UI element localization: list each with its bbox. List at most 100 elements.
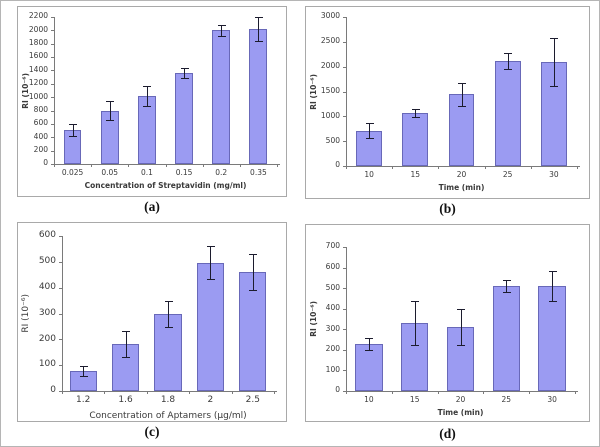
- error-bar-line: [553, 38, 555, 87]
- error-bar-line: [552, 271, 554, 301]
- y-tick-mark: [59, 287, 62, 289]
- panel-c-chart: 0 100 200 300 400 500 600 1.2 1.6 1.8 2 2.5 Concentr…: [17, 222, 287, 422]
- y-tick-mark: [343, 41, 346, 43]
- error-bar-line: [460, 309, 462, 346]
- y-axis-line: [54, 17, 55, 165]
- y-tick-label: 600: [325, 261, 340, 271]
- y-tick-mark: [51, 57, 54, 59]
- bar: [356, 130, 383, 166]
- error-bar-cap-top: [550, 38, 559, 40]
- y-tick-mark: [343, 166, 346, 167]
- x-axis-line: [346, 391, 578, 392]
- x-tick-mark: [391, 391, 393, 394]
- y-tick-mark: [343, 116, 346, 118]
- error-bar-cap-top: [458, 83, 466, 85]
- x-tick-mark: [437, 391, 439, 394]
- x-tick-label: 0.1: [140, 168, 153, 177]
- x-tick-label: 1.6: [118, 395, 133, 405]
- error-bar-cap-bottom: [206, 279, 215, 281]
- error-bar-cap-top: [106, 100, 115, 102]
- error-bar-cap-bottom: [164, 327, 173, 329]
- error-bar-line: [146, 86, 148, 106]
- y-tick-label: 100: [325, 364, 340, 374]
- error-bar-cap-bottom: [457, 345, 465, 347]
- y-tick-label: 0: [335, 385, 340, 395]
- y-tick-mark: [343, 141, 346, 143]
- x-tick-label: 20: [455, 395, 466, 404]
- error-bar-cap-bottom: [548, 300, 557, 302]
- y-axis-title: RI (10⁻⁶): [19, 17, 32, 164]
- y-tick-label: 400: [325, 303, 340, 313]
- error-bar-cap-top: [79, 365, 88, 367]
- x-tick-label: 15: [409, 395, 420, 404]
- y-tick-label: 1000: [320, 110, 340, 120]
- x-tick-label: 25: [502, 170, 513, 179]
- x-tick-mark: [91, 164, 93, 167]
- y-tick-mark: [51, 70, 54, 72]
- y-tick-mark: [51, 150, 54, 152]
- error-bar-line: [414, 300, 416, 346]
- error-bar-cap-bottom: [458, 105, 466, 107]
- y-axis-line: [62, 236, 63, 392]
- x-tick-mark: [530, 166, 532, 169]
- y-tick-label: 300: [325, 323, 340, 333]
- y-tick-mark: [51, 30, 54, 32]
- x-tick-mark: [484, 166, 486, 169]
- x-tick-mark: [346, 166, 347, 169]
- error-bar-cap-bottom: [411, 116, 420, 118]
- error-bar-line: [252, 253, 254, 290]
- x-tick-label: 0.15: [175, 168, 193, 177]
- error-bar-cap-top: [365, 337, 374, 339]
- y-tick-label: 2000: [320, 61, 340, 71]
- bar: [355, 343, 383, 391]
- error-bar-cap-top: [164, 300, 173, 302]
- x-tick-mark: [392, 166, 394, 169]
- error-bar-cap-top: [411, 300, 420, 302]
- x-tick-mark: [274, 391, 275, 394]
- x-tick-mark: [277, 164, 278, 167]
- bar: [239, 271, 267, 391]
- x-tick-mark: [202, 164, 204, 167]
- y-tick-mark: [51, 164, 54, 165]
- x-tick-label: 10: [364, 395, 374, 404]
- y-tick-label: 200: [325, 344, 340, 354]
- y-axis-title-text: RI (10⁻⁶): [20, 294, 31, 333]
- caption-d: (d): [439, 426, 456, 441]
- y-tick-mark: [343, 267, 346, 269]
- y-tick-label: 600: [38, 230, 56, 241]
- error-bar-cap-bottom: [411, 345, 420, 347]
- x-tick-label: 0.05: [101, 168, 119, 177]
- y-tick-mark: [343, 370, 346, 372]
- y-tick-label: 200: [38, 333, 56, 344]
- bar: [100, 110, 119, 164]
- x-tick-mark: [128, 164, 130, 167]
- x-tick-label: 30: [547, 395, 557, 404]
- x-axis-line: [346, 166, 580, 167]
- x-tick-mark: [438, 166, 440, 169]
- x-tick-mark: [529, 391, 531, 394]
- x-tick-label: 20: [456, 170, 467, 179]
- error-bar-cap-bottom: [180, 77, 189, 79]
- x-axis-title: Concentration of Streptavidin (mg/ml): [84, 181, 247, 191]
- caption-a: (a): [144, 199, 160, 214]
- x-tick-label: 1.2: [76, 395, 91, 405]
- error-bar-cap-top: [548, 271, 557, 273]
- y-tick-label: 100: [38, 359, 56, 370]
- y-tick-mark: [59, 365, 62, 367]
- y-tick-mark: [343, 247, 346, 248]
- bar: [196, 262, 224, 391]
- x-tick-label: 0.2: [215, 168, 228, 177]
- error-bar-cap-bottom: [504, 68, 513, 70]
- caption-c: (c): [144, 424, 160, 439]
- bar: [538, 286, 566, 391]
- y-tick-label: 0: [43, 158, 48, 168]
- x-tick-label: 0.35: [250, 168, 267, 177]
- bar: [494, 60, 521, 166]
- error-bar-line: [125, 330, 127, 357]
- x-axis-title: Time (min): [437, 408, 484, 418]
- y-axis-title-text: RI (10⁻⁶): [21, 72, 30, 109]
- x-tick-label: 30: [549, 170, 559, 179]
- bar: [175, 73, 193, 164]
- y-tick-mark: [51, 97, 54, 99]
- bar: [212, 30, 231, 164]
